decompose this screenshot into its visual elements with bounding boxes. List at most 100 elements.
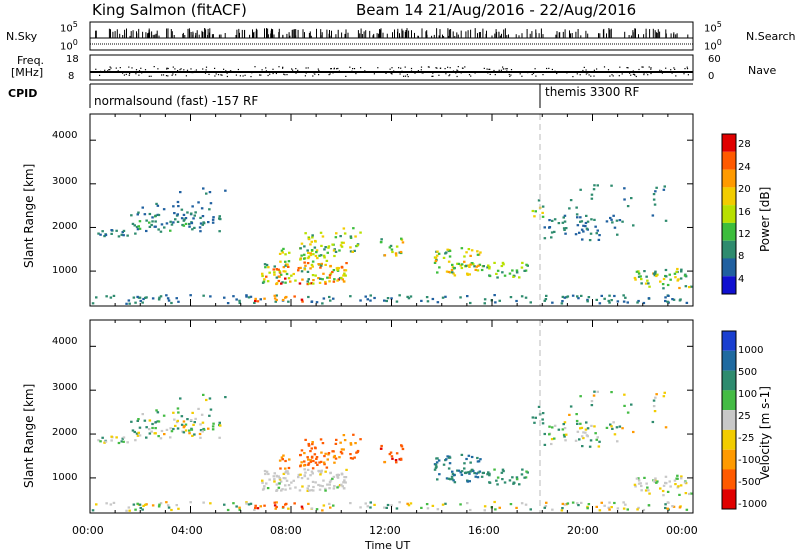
velocity-cell xyxy=(313,446,317,449)
power-cell xyxy=(328,274,332,277)
freq-mark xyxy=(489,68,491,70)
freq-mark xyxy=(673,67,675,69)
power-cell xyxy=(249,295,253,298)
nsky-mark xyxy=(291,29,293,38)
velocity-cell xyxy=(356,450,359,454)
power-cell xyxy=(616,233,619,236)
velocity-cell xyxy=(190,419,193,422)
velocity-cell xyxy=(594,432,597,435)
freq-mark xyxy=(684,68,686,70)
power-cell xyxy=(586,298,589,301)
power-cell xyxy=(318,281,322,284)
velocity-cell xyxy=(340,452,344,455)
nsky-mark xyxy=(406,28,408,38)
velocity-cell xyxy=(585,434,589,437)
velocity-cell xyxy=(245,502,248,505)
nsky-mark xyxy=(542,34,544,38)
power-cell xyxy=(579,188,582,191)
power-cell xyxy=(309,243,312,246)
power-cell xyxy=(154,214,157,217)
nsky-mark xyxy=(529,33,531,38)
nsky-mark xyxy=(196,30,198,38)
freq-mark xyxy=(377,67,379,69)
power-cell xyxy=(669,278,672,281)
velocity-cell xyxy=(468,480,471,483)
freq-mark xyxy=(390,72,392,74)
velocity-cell xyxy=(664,475,668,478)
velocity-cell xyxy=(186,418,189,421)
freq-mark xyxy=(119,67,121,69)
nsky-tick-bottom: 100 xyxy=(60,38,78,53)
velocity-cell xyxy=(127,506,131,509)
power-cell xyxy=(359,299,362,302)
power-cell xyxy=(383,299,386,302)
velocity-cell xyxy=(451,478,454,481)
freq-mark xyxy=(650,68,652,70)
power-cell xyxy=(207,221,210,224)
freq-mark xyxy=(464,66,466,68)
freq-mark xyxy=(235,74,237,76)
velocity-cell xyxy=(175,421,179,424)
velocity-cell xyxy=(406,502,409,505)
velocity-cell xyxy=(486,473,489,476)
power-cell xyxy=(563,228,566,231)
velocity-cell xyxy=(551,426,554,429)
power-cell xyxy=(520,295,524,298)
velocity-cell xyxy=(310,455,314,458)
freq-mark xyxy=(185,75,187,77)
velocity-cell xyxy=(590,424,593,427)
freq-mark xyxy=(626,67,628,69)
velocity-cell xyxy=(653,480,657,484)
nsky-mark xyxy=(373,35,375,38)
freq-mark xyxy=(226,72,228,74)
freq-mark xyxy=(107,70,109,72)
power-cell xyxy=(672,298,676,301)
freq-mark xyxy=(435,67,437,69)
power-cell xyxy=(141,206,144,209)
velocity-cell xyxy=(286,470,289,473)
velocity-cell xyxy=(304,438,307,441)
power-cell xyxy=(595,232,598,235)
power-cell xyxy=(380,238,383,241)
velocity-cell xyxy=(307,462,311,465)
power-cell xyxy=(156,204,160,207)
freq-mark xyxy=(131,67,133,69)
velocity-cell xyxy=(256,507,260,510)
power-cell xyxy=(585,227,589,230)
vel-cb-tick-1000: 1000 xyxy=(738,345,764,356)
freq-mark xyxy=(498,69,500,71)
freq-mark xyxy=(648,66,650,68)
freq-mark xyxy=(237,68,239,71)
colorbar-swatch xyxy=(722,449,736,470)
cpid-label: CPID xyxy=(8,87,38,100)
power-cell xyxy=(480,268,484,272)
power-cell xyxy=(632,224,635,227)
freq-mark xyxy=(312,75,314,77)
velocity-cell xyxy=(436,457,439,460)
power-cell xyxy=(501,261,505,264)
velocity-cell xyxy=(466,480,469,483)
nsky-mark xyxy=(125,33,127,38)
nsky-mark xyxy=(205,29,207,38)
velocity-cell xyxy=(341,485,344,488)
power-cell xyxy=(209,202,213,205)
freq-mark xyxy=(391,67,393,69)
power-cell xyxy=(211,221,215,224)
freq-mark xyxy=(250,76,252,78)
freq-mark xyxy=(456,75,458,78)
velocity-cell xyxy=(247,503,251,506)
power-cell xyxy=(616,300,620,303)
power-cell xyxy=(587,296,591,299)
power-cell xyxy=(184,222,188,225)
power-cell xyxy=(665,275,668,278)
velocity-cell xyxy=(273,478,276,481)
power-cell xyxy=(145,296,148,299)
velocity-cell xyxy=(608,508,611,511)
freq-mark xyxy=(647,74,649,76)
power-cell xyxy=(643,270,646,273)
velocity-cell xyxy=(565,503,568,506)
power-cell xyxy=(466,295,469,298)
power-cell xyxy=(290,274,293,277)
velocity-cell xyxy=(444,502,447,505)
velocity-cell xyxy=(383,460,387,464)
